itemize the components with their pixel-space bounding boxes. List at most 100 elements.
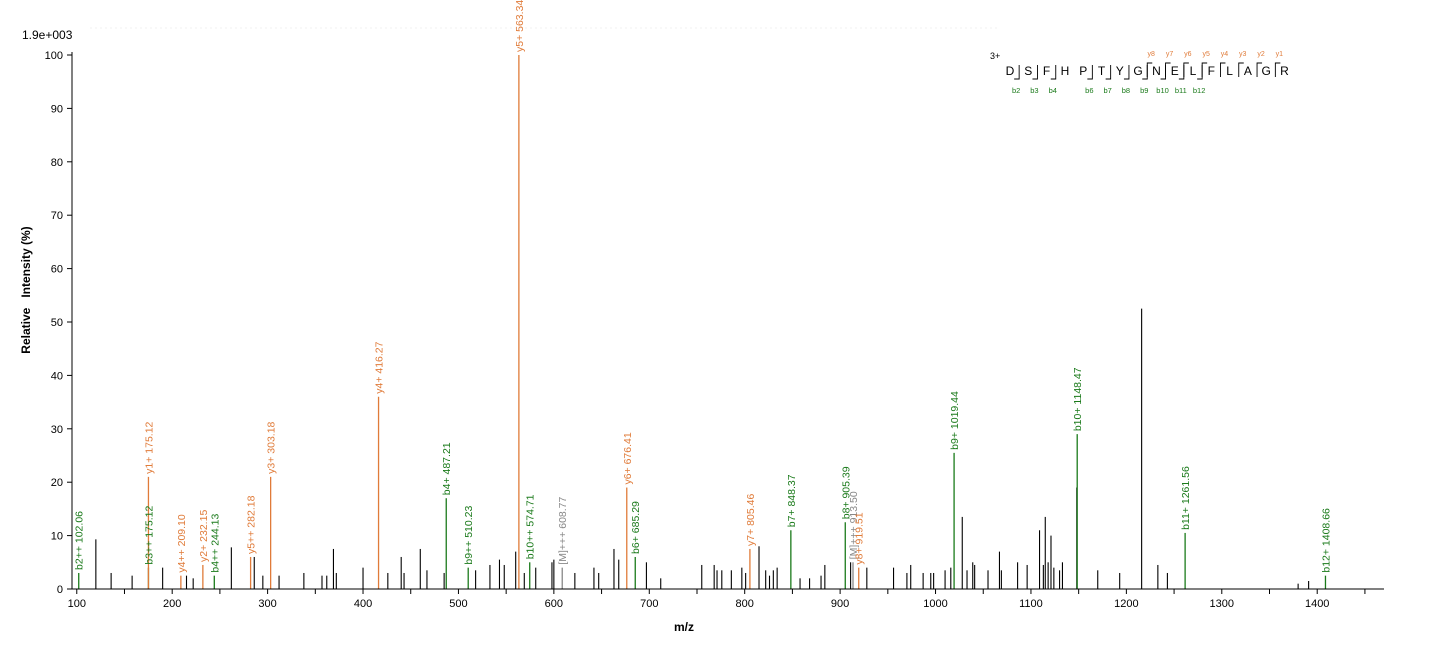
y-tick-label: 60 [51,264,63,276]
y-ion-marker [1238,62,1244,77]
peak-label: y1+ 175.12 [143,421,155,473]
y-tick-label: 70 [51,210,63,222]
y-tick-label: 10 [51,531,63,543]
b-ion-label: b9 [1140,86,1148,95]
peptide-residue: F [1208,64,1215,78]
peak-label: b10++ 574.71 [525,494,537,559]
x-tick-label: 200 [163,598,181,610]
b-ion-label: b10 [1156,86,1169,95]
x-tick-label: 800 [736,598,754,610]
y-ion-marker [1219,62,1226,77]
peak-label: [M]+++ 608.77 [557,496,569,564]
y-tick-label: 30 [51,424,63,436]
b-ion-label: b6 [1085,86,1093,95]
peak-label: b9++ 510.23 [463,506,475,565]
x-tick-label: 1200 [1114,598,1138,610]
peak-label: y4++ 209.10 [176,514,188,573]
peak-label: b11+ 1261.56 [1180,466,1192,530]
peak-label: b3++ 175.12 [143,506,155,565]
b-ion-marker [1087,65,1093,80]
b-ion-label: b11 [1175,86,1187,95]
peak-labels-layer: b2++ 102.06 b3++ 175.12 y1+ 175.12 y4++ 209… [74,0,1333,573]
peak-label: b8+ 905.39 [840,466,852,519]
peak-label: b7+ 848.37 [786,474,798,527]
y-ion-marker [1183,62,1189,77]
peptide-residue: L [1226,64,1233,78]
peptide-residue: P [1079,64,1087,78]
peak-label: b4+ 487.21 [441,442,453,495]
peptide-residue: H [1061,64,1070,78]
b-ion-marker [1123,65,1130,80]
peak-label: y3+ 303.18 [266,421,278,473]
b-ion-marker [1105,65,1112,80]
x-tick-label: 400 [354,598,372,610]
peptide-residue: G [1133,64,1142,78]
y-tick-label: 40 [51,370,63,382]
peak-label: y5++ 282.18 [246,495,258,554]
x-tick-label: 900 [831,598,849,610]
y-ion-label: y8 [1148,51,1156,58]
x-tick-label: 100 [68,598,86,610]
x-tick-label: 700 [640,598,658,610]
peak-label: [M]+++ 913.50 [848,491,860,559]
x-axis-label: m/z [674,620,694,634]
b-ion-label: b3 [1030,86,1038,95]
x-tick-label: 1300 [1210,598,1234,610]
b-ion-marker [1014,65,1020,80]
peak-label: b10+ 1148.47 [1072,367,1084,431]
b-ion-marker [1178,65,1185,80]
x-tick-label: 1100 [1019,598,1043,610]
x-tick-label: 500 [449,598,467,610]
peptide-residue: T [1098,64,1106,78]
y-ion-label: y7 [1166,51,1174,58]
peak-label: y6+ 676.41 [622,432,634,484]
y-axis-ticks: 0 10 20 30 40 50 60 70 80 90 100 [45,50,72,596]
peak-label: b2++ 102.06 [74,511,86,570]
peptide-residue: A [1244,64,1252,78]
b-ion-marker [1160,65,1167,80]
y-ion-label: y6 [1184,51,1192,58]
y-ion-marker [1201,62,1208,77]
peak-label: y2+ 232.15 [198,510,210,562]
b-ion-marker [1142,65,1148,80]
intensity-scale-label: 1.9e+003 [22,28,73,42]
peptide-residue: N [1152,64,1161,78]
peak-label: b4++ 244.13 [209,514,221,573]
peptide-residue: E [1171,64,1179,78]
b-ion-label: b12 [1193,86,1206,95]
b-ion-marker [1050,65,1057,80]
y-tick-label: 80 [51,157,63,169]
peptide-residue: D [1006,64,1015,78]
peak-label: y8+ 919.51 [854,512,866,564]
b-ion-label: b8 [1122,86,1130,95]
peptide-residue: Y [1116,64,1124,78]
peptide-charge: 3+ [990,51,1000,61]
peaks-layer [78,55,1327,589]
y-ion-label: y3 [1239,51,1247,58]
x-tick-label: 300 [258,598,276,610]
y-ion-label: y2 [1257,51,1265,58]
peak-label: b9+ 1019.44 [949,391,961,450]
y-tick-label: 100 [45,50,63,62]
x-tick-label: 600 [545,598,563,610]
b-ion-label: b4 [1049,86,1057,95]
y-tick-label: 50 [51,317,63,329]
peptide-residue: L [1190,64,1197,78]
peak-label: b6+ 685.29 [630,501,642,554]
y-ion-label: y4 [1221,51,1229,58]
x-tick-label: 1400 [1305,598,1329,610]
b-ion-label: b7 [1103,86,1111,95]
b-ion-label: b2 [1012,86,1020,95]
y-tick-label: 0 [57,584,63,596]
y-tick-label: 90 [51,103,63,115]
peak-label: y4+ 416.27 [374,341,386,393]
x-axis-ticks: 100 200 300 400 500 600 700 800 900 1000 1100 1200 1… [68,589,1366,610]
x-tick-label: 1000 [923,598,947,610]
peptide-residue: G [1262,64,1271,78]
y-ion-marker [1274,62,1281,77]
peak-label: b12+ 1408.66 [1320,508,1332,573]
y-ion-label: y5 [1202,51,1210,58]
peak-label: y5+ 563.34 [514,0,526,52]
